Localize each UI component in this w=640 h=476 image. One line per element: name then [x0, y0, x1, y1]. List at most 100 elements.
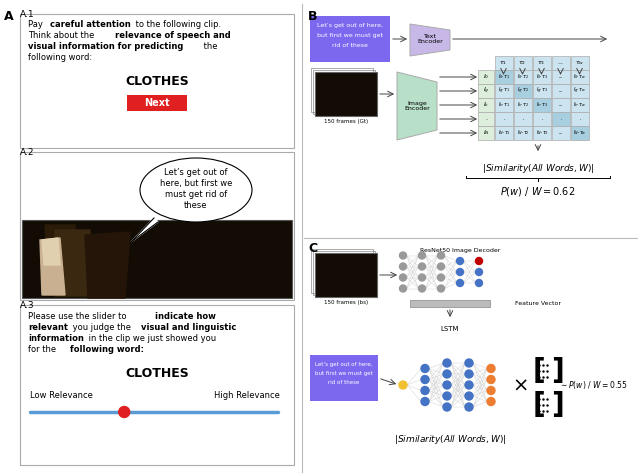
Text: visual and linguistic: visual and linguistic	[141, 323, 236, 332]
Circle shape	[443, 359, 451, 367]
Polygon shape	[45, 225, 80, 295]
Bar	[571, 70, 589, 84]
Bar	[533, 70, 551, 84]
Circle shape	[465, 403, 473, 411]
Circle shape	[443, 381, 451, 389]
Text: $I_g$: $I_g$	[483, 86, 489, 96]
Bar	[533, 56, 551, 70]
Bar	[571, 126, 589, 140]
Bar	[571, 84, 589, 98]
Circle shape	[456, 268, 463, 276]
Bar	[315, 72, 377, 116]
Text: $\sim P(w)\ /\ W = 0.55$: $\sim P(w)\ /\ W = 0.55$	[559, 379, 628, 391]
Text: $I_g\!\cdot\!\tau_2$: $I_g\!\cdot\!\tau_2$	[517, 86, 529, 96]
Bar	[313, 251, 375, 295]
Text: for the: for the	[28, 345, 59, 354]
Text: B: B	[308, 10, 317, 23]
Bar	[495, 112, 513, 126]
Text: the: the	[201, 42, 218, 51]
Circle shape	[465, 392, 473, 400]
Text: $P(w)\ /\ W = 0.62$: $P(w)\ /\ W = 0.62$	[500, 185, 576, 198]
Text: Next: Next	[144, 98, 170, 108]
Text: $I_N$: $I_N$	[483, 129, 490, 138]
Bar	[552, 84, 570, 98]
Text: A.2: A.2	[20, 148, 35, 157]
Bar	[552, 112, 570, 126]
Bar	[514, 70, 532, 84]
Bar	[20, 152, 294, 300]
Text: .: .	[579, 117, 580, 121]
Text: must get rid of: must get rid of	[165, 190, 227, 199]
Text: careful attention: careful attention	[50, 20, 131, 29]
Text: ...: ...	[559, 102, 563, 108]
Text: relevance of speech and: relevance of speech and	[115, 31, 231, 40]
Text: CLOTHES: CLOTHES	[125, 75, 189, 88]
Text: to the following clip.: to the following clip.	[133, 20, 221, 29]
Bar	[478, 84, 494, 98]
Text: ...: ...	[559, 89, 563, 93]
Text: $I_k$: $I_k$	[483, 100, 489, 109]
Bar	[533, 98, 551, 112]
Text: A.3: A.3	[20, 301, 35, 310]
Text: Please use the slider to: Please use the slider to	[28, 312, 129, 321]
Circle shape	[399, 285, 406, 292]
Text: relevant: relevant	[28, 323, 68, 332]
Polygon shape	[55, 230, 90, 296]
Bar	[495, 70, 513, 84]
Bar	[552, 56, 570, 70]
Text: $I_0\!\cdot\!\tau_1$: $I_0\!\cdot\!\tau_1$	[498, 72, 510, 81]
Text: Let’s get out of: Let’s get out of	[164, 168, 228, 177]
Text: $\tau_3$: $\tau_3$	[538, 59, 545, 67]
Bar	[514, 112, 532, 126]
Bar	[410, 300, 490, 307]
Bar	[571, 98, 589, 112]
Text: 150 frames (Gt): 150 frames (Gt)	[324, 119, 368, 124]
Circle shape	[476, 258, 483, 265]
Bar	[552, 126, 570, 140]
Bar	[514, 98, 532, 112]
Text: Let’s get out of here,: Let’s get out of here,	[316, 362, 372, 367]
Circle shape	[465, 381, 473, 389]
Circle shape	[456, 258, 463, 265]
Text: visual information for predicting: visual information for predicting	[28, 42, 184, 51]
Circle shape	[438, 263, 445, 270]
Circle shape	[443, 403, 451, 411]
Bar	[552, 98, 570, 112]
Text: these: these	[184, 201, 208, 210]
Circle shape	[487, 397, 495, 406]
Text: $I_g\!\cdot\!\tau_w$: $I_g\!\cdot\!\tau_w$	[573, 86, 587, 96]
Text: ...: ...	[557, 60, 563, 66]
Bar	[478, 112, 494, 126]
Text: $I_N\!\cdot\!\tau_w$: $I_N\!\cdot\!\tau_w$	[573, 129, 587, 138]
Text: ...: ...	[559, 130, 563, 136]
Bar	[514, 126, 532, 140]
Polygon shape	[42, 238, 60, 265]
Circle shape	[476, 279, 483, 287]
Bar	[495, 56, 513, 70]
Text: .: .	[522, 117, 524, 121]
Bar	[533, 84, 551, 98]
Circle shape	[419, 285, 426, 292]
Ellipse shape	[140, 158, 252, 222]
Bar	[533, 126, 551, 140]
Text: LSTM: LSTM	[441, 326, 460, 332]
Bar	[127, 95, 187, 111]
Text: A.1: A.1	[20, 10, 35, 19]
Text: $\tau_1$: $\tau_1$	[499, 59, 508, 67]
Text: ]: ]	[551, 391, 564, 419]
Text: $I_N\!\cdot\!\tau_3$: $I_N\!\cdot\!\tau_3$	[536, 129, 548, 138]
Circle shape	[419, 274, 426, 281]
Polygon shape	[410, 24, 450, 56]
Text: $I_0\!\cdot\!\tau_3$: $I_0\!\cdot\!\tau_3$	[536, 72, 548, 81]
Bar	[315, 253, 377, 297]
Text: $I_k\!\cdot\!\tau_1$: $I_k\!\cdot\!\tau_1$	[498, 100, 510, 109]
Text: ResNet50 Image Decoder: ResNet50 Image Decoder	[420, 248, 500, 253]
Text: $I_N\!\cdot\!\tau_1$: $I_N\!\cdot\!\tau_1$	[497, 129, 511, 138]
Circle shape	[487, 376, 495, 384]
Bar	[315, 253, 377, 297]
Text: Low Relevance: Low Relevance	[30, 391, 93, 400]
Text: information: information	[28, 334, 84, 343]
Text: [: [	[533, 391, 546, 419]
Circle shape	[421, 376, 429, 384]
Polygon shape	[131, 218, 158, 242]
